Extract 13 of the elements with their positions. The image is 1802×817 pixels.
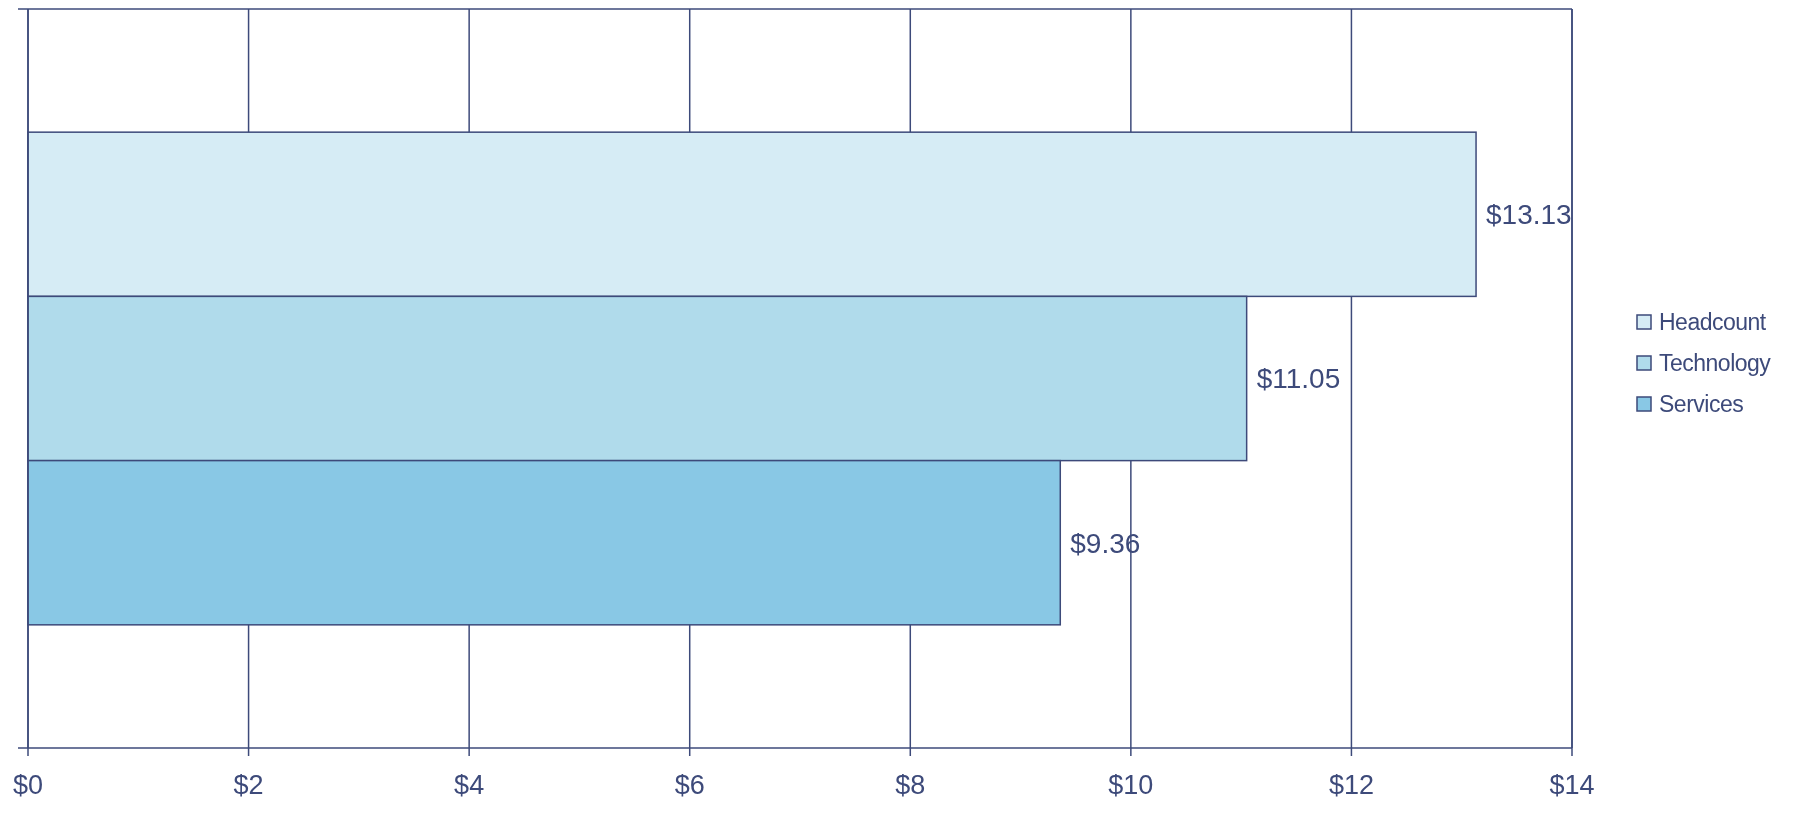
x-tick-label: $8 — [895, 770, 926, 800]
x-tick-label: $12 — [1328, 770, 1374, 800]
x-tick-label: $4 — [454, 770, 485, 800]
x-tick-label: $2 — [233, 770, 264, 800]
x-tick-label: $14 — [1549, 770, 1595, 800]
legend-label: Technology — [1659, 350, 1772, 377]
x-tick-label: $6 — [674, 770, 705, 800]
data-label: $11.05 — [1256, 363, 1341, 395]
x-tick-label: $0 — [12, 770, 44, 800]
legend-label: Headcount — [1659, 309, 1767, 336]
data-label: $13.13 — [1486, 199, 1572, 231]
legend-label: Services — [1659, 391, 1744, 418]
x-tick-label: $10 — [1108, 770, 1154, 800]
